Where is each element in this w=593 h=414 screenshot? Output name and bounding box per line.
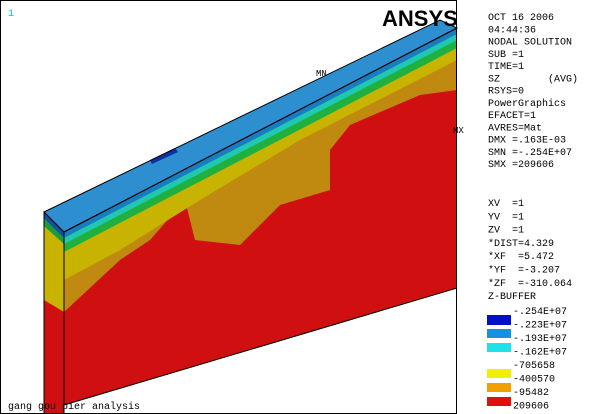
logo: ANSYS: [382, 6, 458, 31]
info-line: DMX =.163E-03: [488, 136, 566, 147]
end-face-red: [44, 300, 64, 414]
view-line: ZV =1: [488, 226, 524, 237]
legend-label: -95482: [513, 388, 549, 399]
info-line: OCT 16 2006: [488, 13, 554, 24]
legend-label: -705658: [513, 361, 555, 372]
info-line: EFACET=1: [488, 111, 536, 122]
view-line: *XF =5.472: [488, 251, 554, 263]
info-line: TIME=1: [488, 62, 524, 73]
window-number: 1: [8, 9, 14, 20]
info-line: SMN =-.254E+07: [488, 148, 572, 159]
view-line: *DIST=4.329: [488, 238, 554, 250]
legend-box: [487, 369, 511, 378]
legend-label: -.254E+07: [513, 307, 567, 318]
legend-box: [487, 329, 511, 338]
legend-box: [487, 343, 511, 352]
max-label: MX: [453, 126, 464, 136]
view-line: XV =1: [488, 199, 524, 210]
info-line: SMX =209606: [488, 160, 554, 171]
info-line: 04:44:36: [488, 25, 536, 36]
view-line: *YF =-3.207: [488, 265, 560, 277]
legend-label: -400570: [513, 375, 555, 386]
info-line: SUB =1: [488, 50, 524, 61]
info-line: AVRES=Mat: [488, 123, 542, 134]
legend-box: [487, 315, 511, 325]
legend-box: [487, 397, 511, 406]
legend-label: -.193E+07: [513, 334, 567, 345]
ansys-window: 1 ANSYS MN MX gang gou pier analysis OCT…: [0, 0, 593, 414]
info-line: PowerGraphics: [488, 98, 566, 110]
info-line: SZ (AVG): [488, 73, 578, 85]
legend-label: -.223E+07: [513, 321, 567, 332]
info-line: RSYS=0: [488, 87, 524, 98]
caption: gang gou pier analysis: [8, 401, 140, 413]
view-line: Z-BUFFER: [488, 292, 536, 303]
legend-label: 209606: [513, 402, 549, 413]
info-line: NODAL SOLUTION: [488, 38, 572, 49]
legend-box: [487, 383, 511, 392]
view-line: YV =1: [488, 212, 524, 223]
min-label: MN: [316, 69, 327, 79]
page: 1 ANSYS MN MX gang gou pier analysis OCT…: [0, 0, 593, 414]
view-line: *ZF =-310.064: [488, 278, 572, 290]
legend-label: -.162E+07: [513, 348, 567, 359]
